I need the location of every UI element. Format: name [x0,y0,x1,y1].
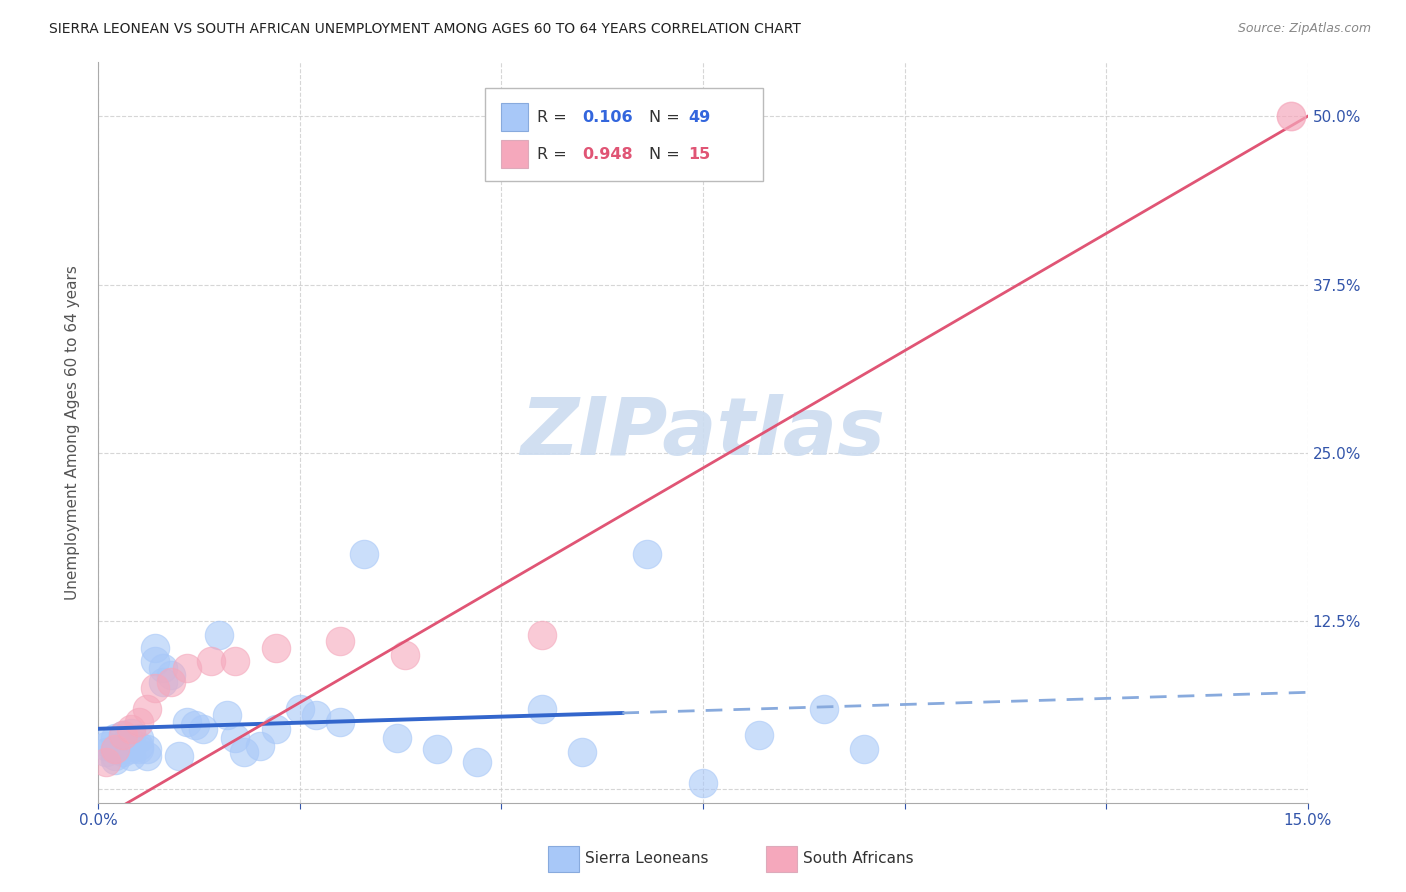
Point [143,681,166,696]
Point [813,701,835,715]
Point [111,738,134,752]
Point [217,708,239,723]
Point [128,714,150,729]
Point [853,742,876,756]
Point [120,726,142,740]
Point [200,655,222,669]
Point [426,742,449,756]
Text: ZIPatlas: ZIPatlas [520,393,886,472]
Text: 15: 15 [689,147,711,161]
Point [96,756,118,770]
Point [176,714,198,729]
Point [96,739,118,754]
Point [120,742,142,756]
Text: 0.948: 0.948 [582,147,633,161]
Point [103,742,125,756]
Point [128,739,150,754]
Point [249,739,271,754]
Point [353,547,375,561]
Point [176,661,198,675]
Point [394,648,416,662]
Point [264,722,287,736]
Point [193,722,215,736]
Point [160,674,183,689]
Point [184,717,207,731]
Point [135,748,157,763]
Point [96,745,118,759]
Point [143,655,166,669]
Point [530,701,553,715]
Point [748,729,770,743]
Point [288,701,311,715]
Bar [501,103,527,131]
Point [120,748,142,763]
Point [103,748,125,763]
Text: N =: N = [648,147,685,161]
Point [103,742,125,756]
Point [329,634,352,648]
Text: N =: N = [648,110,685,125]
Point [135,742,157,756]
Y-axis label: Unemployment Among Ages 60 to 64 years: Unemployment Among Ages 60 to 64 years [65,265,80,600]
Point [103,731,125,746]
Point [103,753,125,767]
Text: Source: ZipAtlas.com: Source: ZipAtlas.com [1237,22,1371,36]
Point [96,735,118,749]
Text: 49: 49 [689,110,711,125]
Point [305,708,328,723]
Point [128,742,150,756]
Point [571,745,593,759]
Point [160,668,183,682]
Text: 0.106: 0.106 [582,110,633,125]
Point [120,722,142,736]
Point [111,729,134,743]
Text: SIERRA LEONEAN VS SOUTH AFRICAN UNEMPLOYMENT AMONG AGES 60 TO 64 YEARS CORRELATI: SIERRA LEONEAN VS SOUTH AFRICAN UNEMPLOY… [49,22,801,37]
Point [120,735,142,749]
Point [530,627,553,641]
Point [385,731,408,746]
Text: South Africans: South Africans [803,852,914,866]
Point [143,640,166,655]
Point [224,655,246,669]
Point [264,640,287,655]
Point [232,745,254,759]
Point [111,729,134,743]
Point [692,775,714,789]
Point [111,745,134,759]
Point [208,627,231,641]
Point [135,701,157,715]
Point [224,731,246,746]
Bar [501,140,527,169]
Point [128,731,150,746]
Point [152,661,174,675]
Point [167,748,190,763]
Point [111,742,134,756]
Point [465,756,488,770]
Text: R =: R = [537,110,572,125]
FancyBboxPatch shape [485,88,763,181]
Point [1281,109,1303,123]
Text: Sierra Leoneans: Sierra Leoneans [585,852,709,866]
Point [152,674,174,689]
Point [636,547,658,561]
Point [329,714,352,729]
Text: R =: R = [537,147,572,161]
